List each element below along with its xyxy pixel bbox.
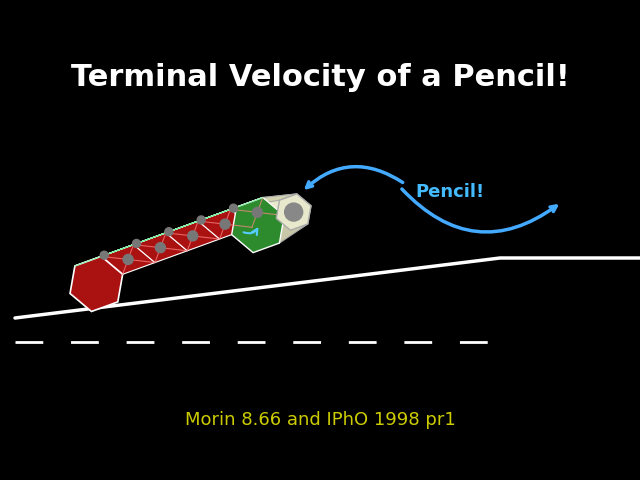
Circle shape [230,204,237,212]
Text: Morin 8.66 and IPhO 1998 pr1: Morin 8.66 and IPhO 1998 pr1 [184,411,456,429]
Polygon shape [237,194,297,207]
Circle shape [285,203,303,221]
Polygon shape [230,197,284,227]
Polygon shape [75,245,134,266]
Circle shape [123,254,133,264]
Polygon shape [166,221,220,251]
Polygon shape [198,209,252,239]
Polygon shape [276,194,311,230]
Circle shape [252,207,262,217]
Polygon shape [280,206,311,243]
Polygon shape [134,233,188,263]
Polygon shape [172,209,230,230]
Text: Terminal Velocity of a Pencil!: Terminal Velocity of a Pencil! [70,63,570,93]
Circle shape [220,219,230,229]
Polygon shape [263,194,311,216]
Circle shape [197,216,205,224]
Circle shape [132,240,141,248]
Circle shape [100,251,108,259]
Polygon shape [70,256,123,312]
Polygon shape [232,197,284,252]
Polygon shape [101,245,155,275]
Circle shape [165,228,173,236]
Polygon shape [140,221,198,242]
Polygon shape [204,197,263,219]
Circle shape [156,243,165,252]
Polygon shape [108,233,166,254]
Text: Pencil!: Pencil! [415,183,484,201]
Circle shape [188,231,198,241]
